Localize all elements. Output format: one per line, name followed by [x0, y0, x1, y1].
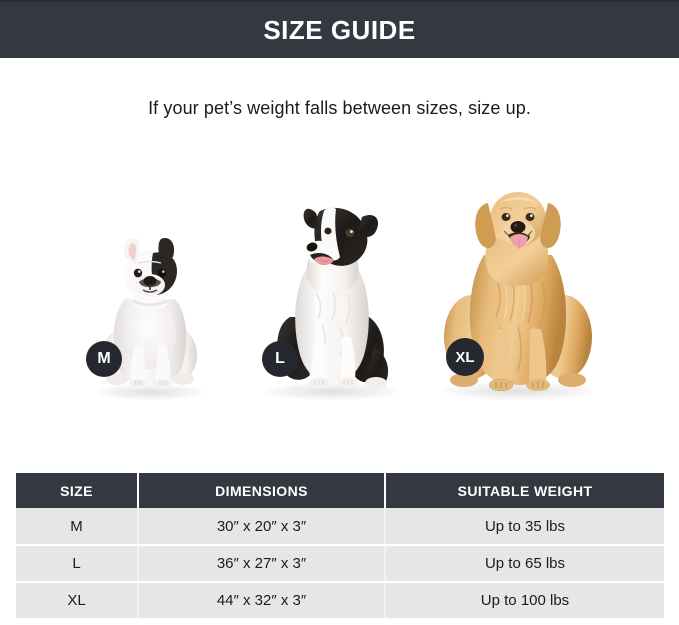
- header-banner: SIZE GUIDE: [0, 0, 679, 58]
- subtitle-text: If your pet’s weight falls between sizes…: [148, 98, 531, 118]
- table-row: M 30″ x 20″ x 3″ Up to 35 lbs: [16, 508, 664, 546]
- table-body: M 30″ x 20″ x 3″ Up to 35 lbs L 36″ x 27…: [16, 508, 664, 620]
- dog-illustration-large: [262, 195, 402, 400]
- border-collie-icon: [277, 207, 389, 389]
- cell-weight: Up to 35 lbs: [385, 508, 664, 546]
- column-header-size: SIZE: [16, 473, 139, 508]
- dog-illustration-xlarge: [438, 175, 598, 400]
- dog-illustration-medium: [95, 225, 205, 400]
- column-header-weight: SUITABLE WEIGHT: [385, 473, 664, 508]
- dog-shadow: [97, 384, 203, 400]
- column-header-dimensions: DIMENSIONS: [138, 473, 386, 508]
- dog-shadow: [443, 382, 593, 400]
- cell-size: XL: [16, 582, 139, 620]
- page-title: SIZE GUIDE: [263, 15, 416, 45]
- size-badge-medium: M: [86, 341, 122, 377]
- french-bulldog-icon: [103, 237, 197, 389]
- size-badge-xlarge: XL: [446, 338, 484, 376]
- dog-showcase: [0, 150, 679, 400]
- dog-shadow: [266, 383, 398, 400]
- table-header-row: SIZE DIMENSIONS SUITABLE WEIGHT: [16, 473, 664, 508]
- cell-weight: Up to 65 lbs: [385, 545, 664, 583]
- cell-size: L: [16, 545, 139, 583]
- table-row: XL 44″ x 32″ x 3″ Up to 100 lbs: [16, 582, 664, 620]
- cell-dimensions: 30″ x 20″ x 3″: [138, 508, 386, 546]
- cell-weight: Up to 100 lbs: [385, 582, 664, 620]
- table-row: L 36″ x 27″ x 3″ Up to 65 lbs: [16, 545, 664, 583]
- cell-dimensions: 36″ x 27″ x 3″: [138, 545, 386, 583]
- cell-size: M: [16, 508, 139, 546]
- golden-retriever-icon: [444, 192, 592, 391]
- size-badge-large: L: [262, 341, 298, 377]
- table-header: SIZE DIMENSIONS SUITABLE WEIGHT: [16, 473, 664, 508]
- size-table: SIZE DIMENSIONS SUITABLE WEIGHT M 30″ x …: [16, 473, 664, 620]
- cell-dimensions: 44″ x 32″ x 3″: [138, 582, 386, 620]
